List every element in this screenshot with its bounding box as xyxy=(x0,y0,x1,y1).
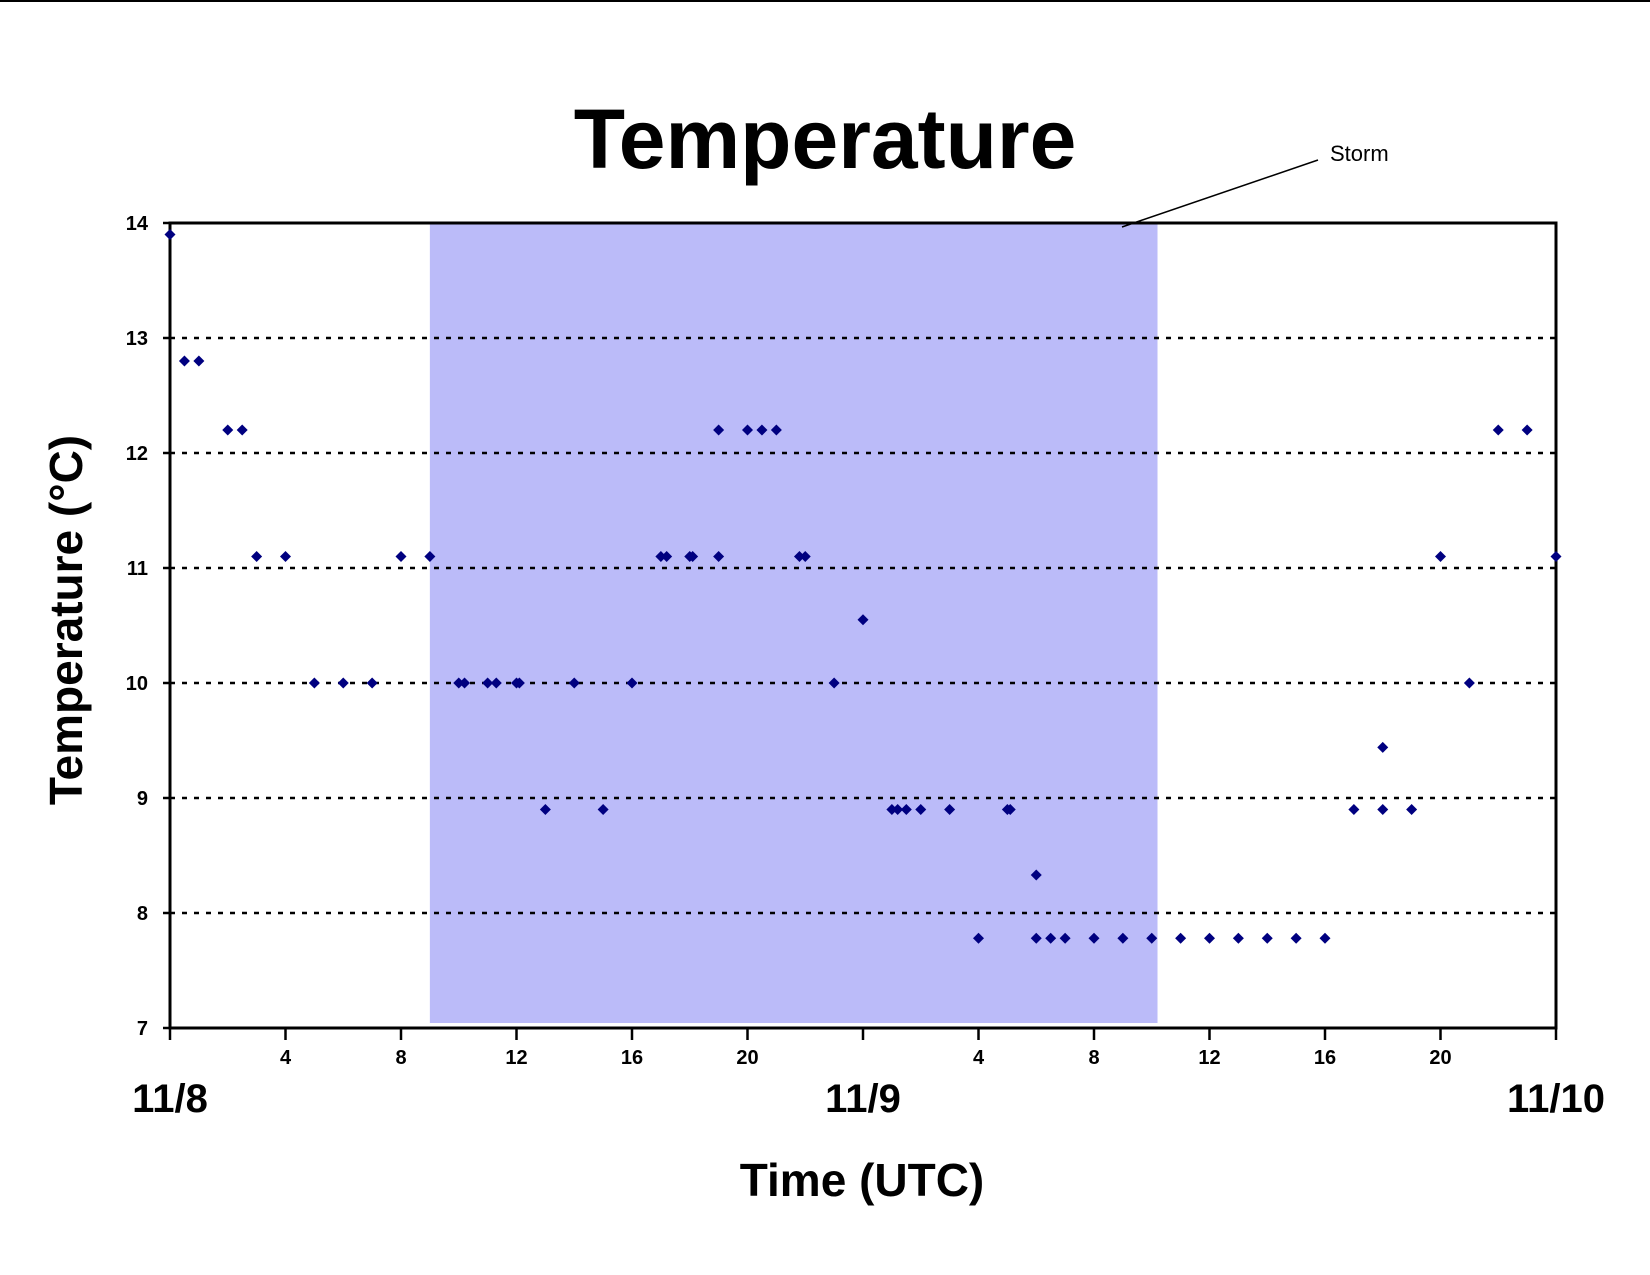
data-point xyxy=(459,677,471,689)
data-point xyxy=(973,932,984,944)
x-axis-title: Time (UTC) xyxy=(740,1154,985,1206)
x-axis-ticks: 4 8 12 16 20 4 8 12 16 20 11/8 11/9 11/10 xyxy=(132,1028,1605,1121)
data-point xyxy=(1261,932,1273,944)
x-tick-label: 16 xyxy=(621,1047,643,1069)
data-point xyxy=(1232,932,1244,944)
data-point xyxy=(1088,932,1100,944)
y-tick-label: 8 xyxy=(137,903,148,925)
data-point xyxy=(1492,424,1504,436)
data-point xyxy=(1146,932,1158,944)
y-tick-label: 10 xyxy=(126,673,148,695)
data-point xyxy=(1004,804,1016,815)
x-date-label: 11/10 xyxy=(1507,1077,1605,1121)
data-point xyxy=(1319,932,1331,944)
data-point xyxy=(713,424,725,436)
data-point xyxy=(1045,932,1057,944)
y-axis-ticks: 7 8 9 10 11 12 13 14 xyxy=(126,213,170,1040)
x-tick-label: 8 xyxy=(1088,1047,1099,1069)
data-point xyxy=(1175,932,1187,944)
data-point xyxy=(1463,677,1475,689)
data-point xyxy=(453,677,465,689)
top-border-line xyxy=(0,0,1650,2)
data-point xyxy=(1521,424,1533,436)
data-point xyxy=(1059,932,1071,944)
data-point xyxy=(900,804,912,815)
data-point xyxy=(944,804,956,815)
y-tick-label: 9 xyxy=(137,788,148,810)
data-point xyxy=(793,551,805,562)
x-tick-label: 16 xyxy=(1314,1047,1336,1069)
data-point xyxy=(1204,932,1215,944)
x-tick-label: 20 xyxy=(736,1047,758,1069)
x-date-label: 11/8 xyxy=(132,1077,208,1121)
data-point xyxy=(164,229,176,240)
x-tick-label: 4 xyxy=(280,1047,292,1069)
data-point xyxy=(770,424,782,436)
data-points xyxy=(164,229,1562,944)
data-point xyxy=(513,677,525,689)
gridlines xyxy=(170,336,1556,915)
data-point xyxy=(1348,804,1360,815)
data-point xyxy=(892,804,904,815)
y-tick-label: 13 xyxy=(126,328,148,350)
x-tick-label: 8 xyxy=(395,1047,406,1069)
data-point xyxy=(424,551,436,562)
data-point xyxy=(626,677,638,689)
data-point xyxy=(490,677,502,689)
data-point xyxy=(236,424,248,436)
data-point xyxy=(597,804,609,815)
data-point xyxy=(568,677,580,689)
data-point xyxy=(251,551,263,562)
data-point xyxy=(366,677,378,689)
data-point xyxy=(539,804,551,815)
data-point xyxy=(395,551,407,562)
data-point xyxy=(178,355,190,367)
data-point xyxy=(193,355,205,367)
data-point xyxy=(661,551,673,562)
data-point xyxy=(1406,804,1418,815)
x-date-label: 11/9 xyxy=(825,1077,901,1121)
y-tick-label: 14 xyxy=(126,213,149,235)
storm-shaded-region xyxy=(429,223,1158,1023)
x-tick-label: 12 xyxy=(505,1047,527,1069)
data-point xyxy=(1377,741,1389,753)
data-point xyxy=(886,804,898,815)
data-point xyxy=(687,551,699,562)
y-tick-label: 12 xyxy=(126,443,148,465)
data-point xyxy=(1377,804,1389,815)
data-point xyxy=(1117,932,1129,944)
data-point xyxy=(1030,869,1042,881)
y-tick-label: 11 xyxy=(127,558,148,580)
chart-title: Temperature xyxy=(574,92,1077,186)
y-tick-label: 7 xyxy=(137,1018,148,1040)
data-point xyxy=(655,551,667,562)
data-point xyxy=(915,804,927,815)
y-axis-title: Temperature (°C) xyxy=(40,435,92,805)
data-point xyxy=(482,677,494,689)
storm-annotation-leader xyxy=(1121,159,1319,228)
data-point xyxy=(1290,932,1302,944)
data-point xyxy=(713,551,725,562)
data-point xyxy=(337,677,349,689)
x-tick-label: 4 xyxy=(973,1047,985,1069)
data-point xyxy=(857,614,869,626)
x-tick-label: 12 xyxy=(1198,1047,1220,1069)
data-point xyxy=(280,551,291,562)
data-point xyxy=(222,424,234,436)
storm-annotation-label: Storm xyxy=(1330,141,1389,166)
data-point xyxy=(828,677,840,689)
x-tick-label: 20 xyxy=(1429,1047,1451,1069)
data-point xyxy=(1030,932,1042,944)
data-point xyxy=(756,424,768,436)
data-point xyxy=(1550,551,1562,562)
data-point xyxy=(308,677,320,689)
data-point xyxy=(1435,551,1446,562)
data-point xyxy=(742,424,753,436)
data-point xyxy=(799,551,811,562)
